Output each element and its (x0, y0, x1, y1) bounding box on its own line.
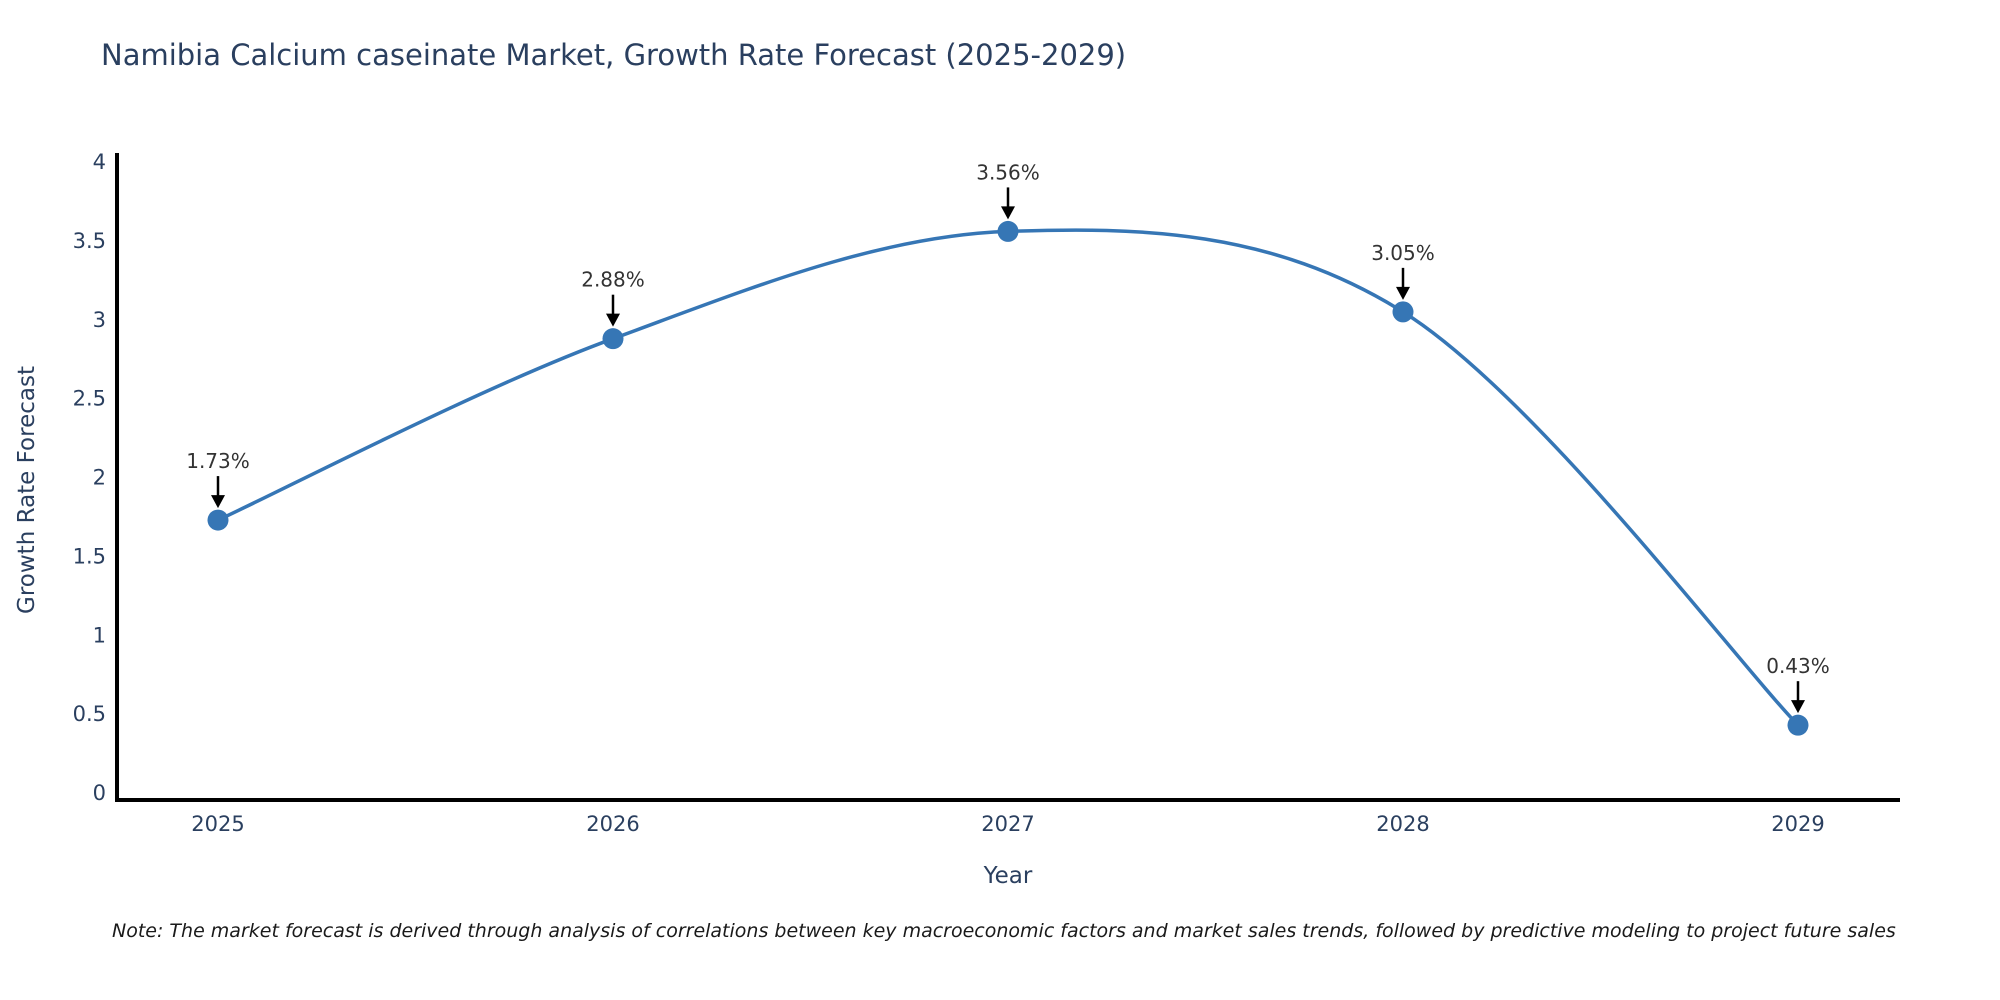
y-tick-label: 4 (93, 150, 106, 174)
point-value-label: 1.73% (186, 449, 250, 473)
footnote: Note: The market forecast is derived thr… (112, 920, 1896, 942)
x-tick-label: 2026 (586, 812, 639, 836)
x-tick-label: 2029 (1771, 812, 1824, 836)
y-tick-label: 3.5 (73, 229, 106, 253)
point-value-label: 2.88% (581, 268, 645, 292)
x-axis-title: Year (983, 863, 1033, 889)
y-tick-label: 1 (93, 623, 106, 647)
y-tick-label: 1.5 (73, 544, 106, 568)
y-tick-label: 3 (93, 308, 106, 332)
data-point-marker (1392, 301, 1414, 323)
x-tick-label: 2025 (191, 812, 244, 836)
point-value-label: 3.56% (976, 160, 1040, 184)
x-tick-label: 2028 (1376, 812, 1429, 836)
x-tick-label: 2027 (981, 812, 1034, 836)
annotation-arrowhead (1791, 700, 1805, 714)
point-value-label: 0.43% (1766, 654, 1830, 678)
y-tick-label: 0.5 (73, 702, 106, 726)
point-value-label: 3.05% (1371, 241, 1435, 265)
data-point-marker (602, 328, 624, 350)
data-point-marker (997, 220, 1019, 242)
y-tick-label: 0 (93, 781, 106, 805)
forecast-line (216, 228, 1800, 727)
annotation-arrowhead (1396, 286, 1410, 300)
data-point-marker (207, 509, 229, 531)
data-point-marker (1787, 714, 1809, 736)
y-tick-label: 2.5 (73, 387, 106, 411)
annotation-arrowhead (1001, 206, 1015, 220)
annotation-arrowhead (606, 313, 620, 327)
chart-title: Namibia Calcium caseinate Market, Growth… (101, 38, 1127, 72)
y-tick-label: 2 (93, 466, 106, 490)
annotation-arrowhead (211, 495, 225, 509)
